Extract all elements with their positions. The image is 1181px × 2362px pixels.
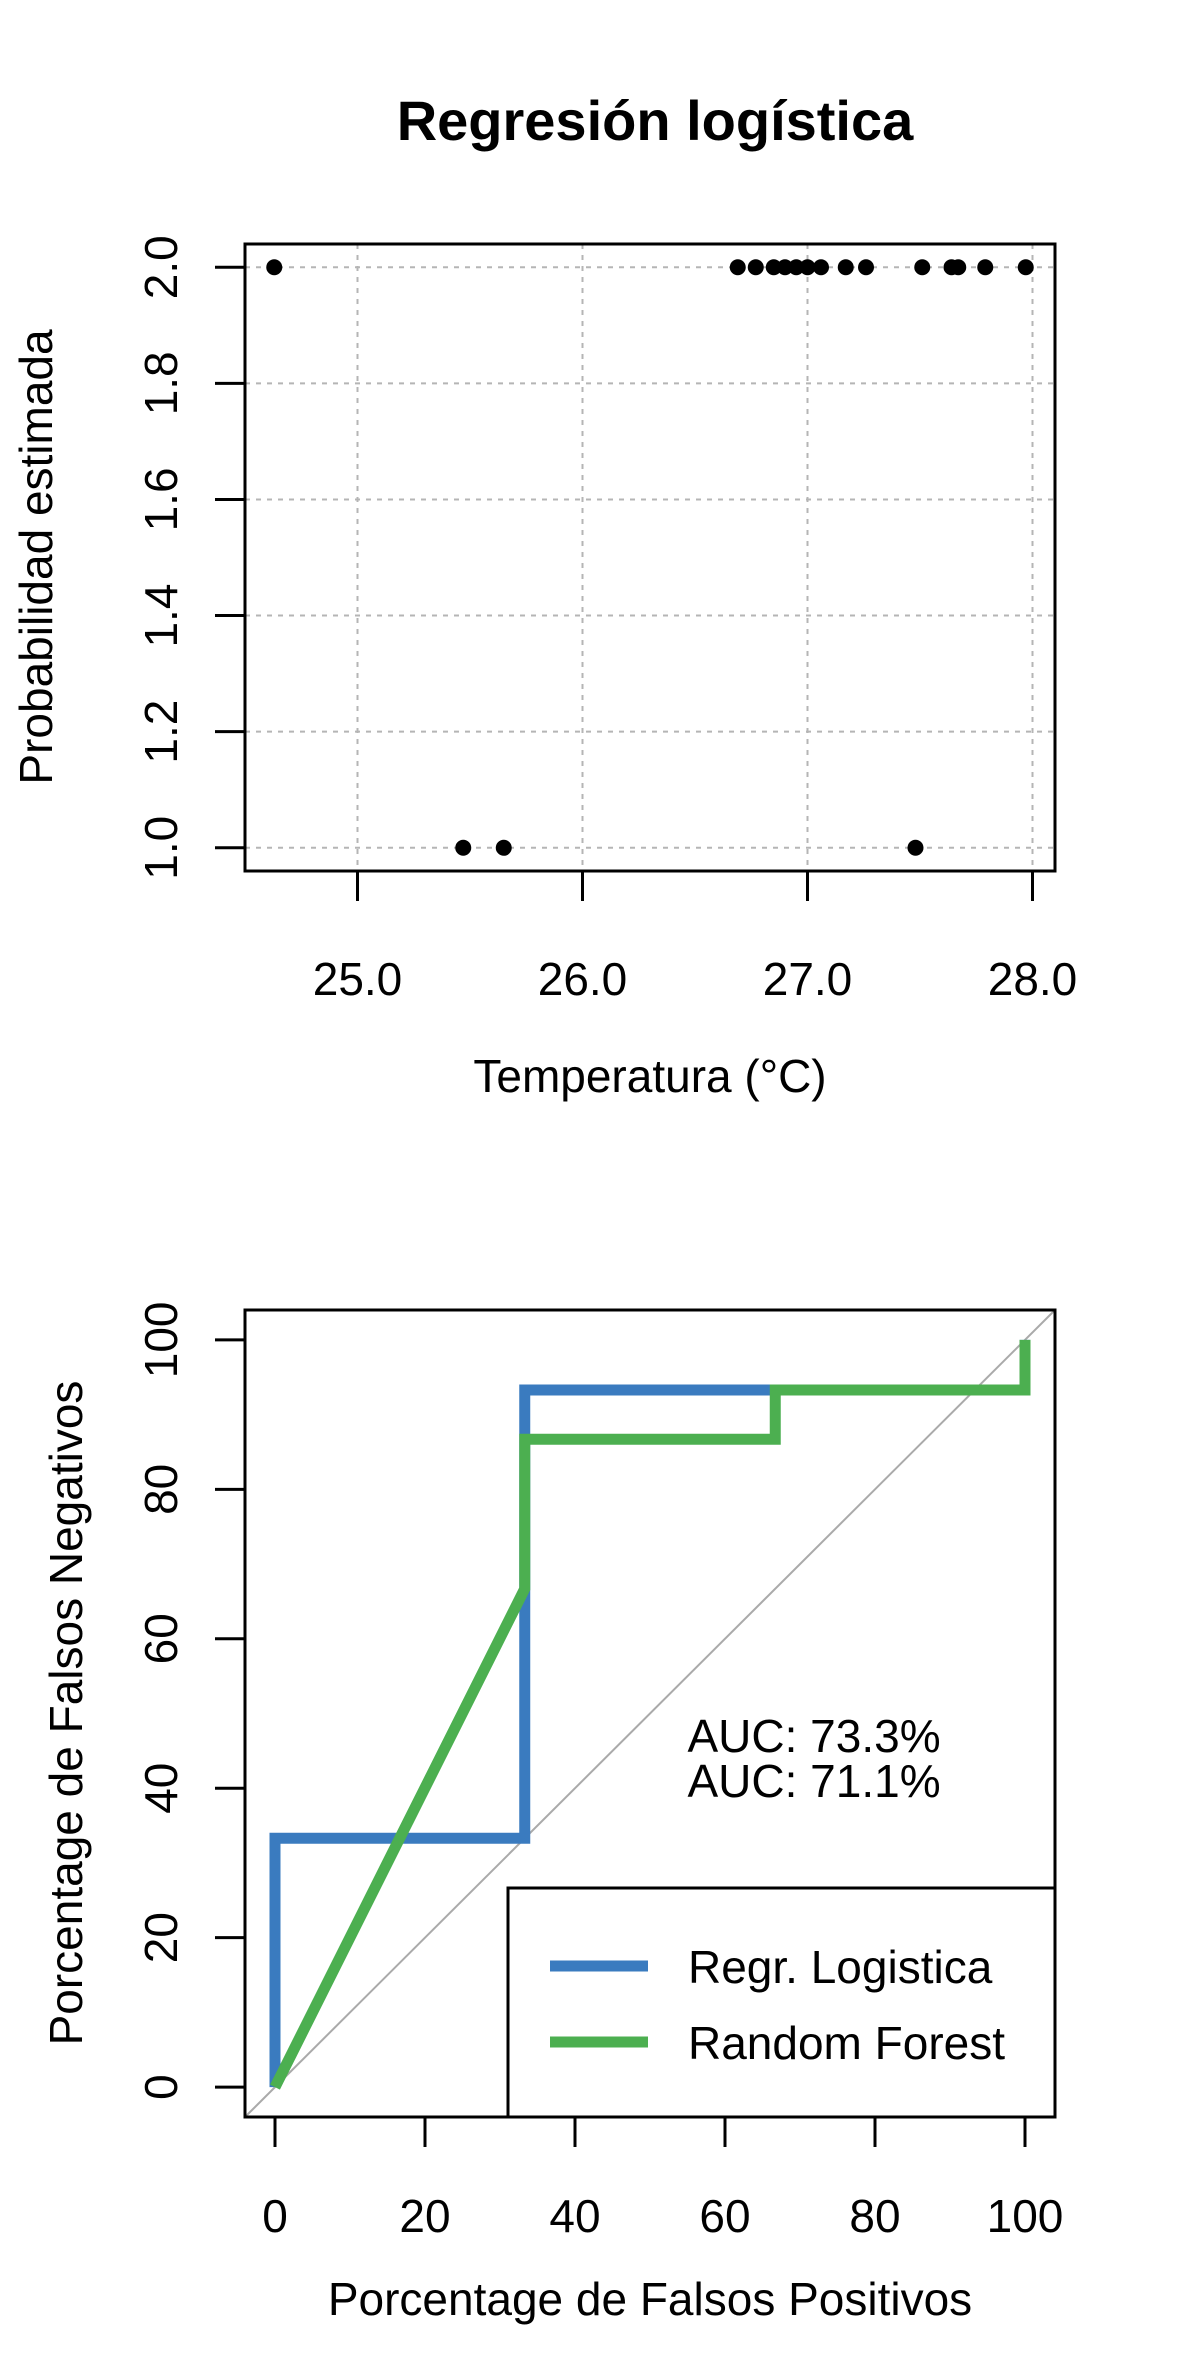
chart2-x-axis: 0 20 40 60 80 100	[262, 2117, 1063, 2242]
chart1-x-tick-label: 27.0	[763, 953, 853, 1005]
chart2-y-axis: 0 20 40 60 80 100	[135, 1302, 245, 2100]
scatter-point	[788, 259, 805, 276]
scatter-point	[907, 839, 924, 856]
chart1-y-tick-label: 1.2	[135, 700, 187, 764]
chart2-x-axis-label: Porcentage de Falsos Positivos	[328, 2273, 972, 2325]
chart2-auc-annotations: AUC: 73.3% AUC: 71.1%	[688, 1710, 941, 1807]
chart1-y-tick-label: 1.8	[135, 351, 187, 415]
chart1-y-tick-label: 1.4	[135, 584, 187, 648]
scatter-point	[1017, 259, 1034, 276]
scatter-point	[495, 839, 512, 856]
scatter-point	[950, 259, 967, 276]
chart2-y-tick-label: 60	[135, 1613, 187, 1664]
chart1-title: Regresión logística	[397, 89, 914, 152]
chart2-y-tick-label: 0	[135, 2074, 187, 2100]
chart2-series-lines	[269, 1339, 1031, 2090]
scatter-point	[747, 259, 764, 276]
auc-label-regr-logistica: AUC: 73.3%	[688, 1710, 941, 1762]
chart1-y-tick-label: 1.0	[135, 816, 187, 880]
scatter-point	[813, 259, 829, 276]
legend-label-regr-logistica: Regr. Logistica	[688, 1941, 993, 1993]
chart2-x-tick-label: 100	[987, 2190, 1064, 2242]
chart2-y-axis-label: Porcentage de Falsos Negativos	[40, 1381, 92, 2046]
scatter-point	[977, 259, 994, 276]
chart2-x-tick-label: 20	[399, 2190, 450, 2242]
chart2-x-tick-label: 0	[262, 2190, 288, 2242]
chart1-plot-frame	[243, 242, 1057, 873]
logistic-scatter-chart: Regresión logística 25.0 26.0 27.0 28.0 1.0…	[10, 89, 1077, 1102]
chart2-x-tick-label: 60	[699, 2190, 750, 2242]
legend-label-random-forest: Random Forest	[688, 2017, 1005, 2069]
chart2-x-tick-label: 80	[849, 2190, 900, 2242]
chart2-y-tick-label: 20	[135, 1912, 187, 1963]
chart2-y-tick-label: 80	[135, 1464, 187, 1515]
chart2-legend: Regr. Logistica Random Forest	[506, 1886, 1057, 2119]
roc-chart: AUC: 73.3% AUC: 71.1% Regr. Logistica Ra…	[40, 1302, 1063, 2325]
chart1-x-tick-label: 25.0	[313, 953, 403, 1005]
scatter-point	[837, 259, 854, 276]
chart2-reference-diagonal	[244, 1309, 1056, 2118]
chart1-y-tick-label: 2.0	[135, 235, 187, 299]
chart1-x-axis-label: Temperatura (°C)	[473, 1050, 826, 1102]
chart1-y-tick-label: 1.6	[135, 467, 187, 531]
chart2-y-tick-label: 40	[135, 1763, 187, 1814]
scatter-point	[455, 839, 472, 856]
chart1-x-tick-label: 26.0	[538, 953, 628, 1005]
reference-diagonal-line	[244, 1309, 1056, 2118]
scatter-point	[777, 259, 793, 276]
chart1-y-axis: 1.0 1.2 1.4 1.6 1.8 2.0	[135, 235, 245, 880]
chart2-plot-frame	[243, 1308, 1057, 2119]
roc-line-random-forest	[270, 1339, 1031, 2090]
chart2-x-tick-label: 40	[549, 2190, 600, 2242]
legend-box	[506, 1886, 1057, 2119]
chart1-x-axis: 25.0 26.0 27.0 28.0	[313, 871, 1078, 1005]
chart1-y-axis-label: Probabilidad estimada	[10, 329, 62, 785]
chart1-points	[266, 259, 1034, 856]
auc-label-random-forest: AUC: 71.1%	[688, 1755, 941, 1807]
scatter-point	[914, 259, 931, 276]
scatter-point	[858, 259, 874, 276]
scatter-point	[799, 259, 816, 276]
scatter-point	[266, 259, 283, 276]
scatter-point	[765, 259, 782, 276]
chart1-x-tick-label: 28.0	[988, 953, 1078, 1005]
chart2-y-tick-label: 100	[135, 1302, 187, 1379]
scatter-point	[729, 259, 746, 276]
